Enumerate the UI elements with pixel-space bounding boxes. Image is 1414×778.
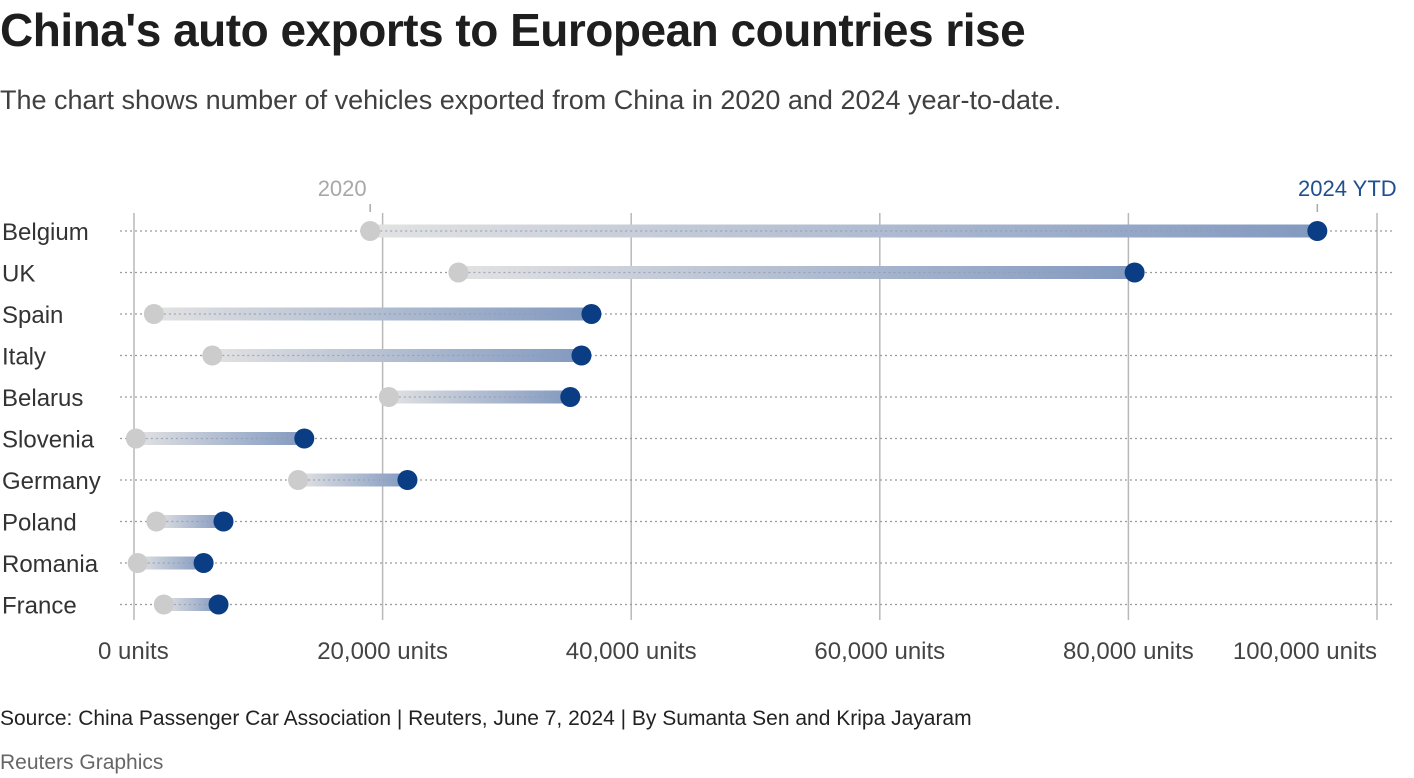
x-tick-label: 20,000 units [317,638,448,665]
dot-2024-ytd [560,387,581,407]
x-tick-label: 60,000 units [814,638,945,665]
range-bar [212,349,582,362]
dot-2020 [146,511,167,532]
vertical-gridlines [133,213,1378,620]
x-tick-label: 100,000 units [1233,638,1377,665]
source-note: Source: China Passenger Car Association … [0,707,972,730]
category-label: UK [2,261,35,288]
dumbbell-chart: Belgium UK Spain Italy Belarus Slovenia German… [2,176,1397,665]
category-label: Slovenia [2,427,95,454]
dot-2020 [378,387,399,407]
data-dots [125,221,1328,615]
range-bar [156,515,224,528]
dot-2020 [202,345,223,366]
dot-2020 [143,304,164,324]
chart-subtitle: The chart shows number of vehicles expor… [0,85,1062,115]
range-bar [153,307,592,321]
dot-2020 [125,428,146,449]
range-bar [458,266,1135,279]
dot-2024-ytd [1307,221,1328,241]
category-label: Belarus [2,385,83,412]
row-guide-lines [120,230,1392,606]
category-label: France [2,593,77,620]
category-labels: Belgium UK Spain Italy Belarus Slovenia German… [2,219,101,620]
x-tick-label: 80,000 units [1063,638,1194,665]
range-bars [135,224,1318,611]
range-bar [298,473,408,487]
x-axis-tick-labels: 0 units 20,000 units 40,000 units 60,000 un… [98,638,1377,665]
legend-label-2024-ytd: 2024 YTD [1298,176,1397,201]
range-bar [137,556,204,570]
chart-title: China's auto exports to European countri… [0,4,1026,56]
category-label: Italy [2,344,46,371]
dot-2024-ytd [208,594,229,615]
category-label: Spain [2,302,63,329]
x-tick-label: 40,000 units [566,638,697,665]
row-guide-lines-overlay [135,230,1318,606]
dot-2024-ytd [294,428,315,449]
range-bar [135,432,305,445]
category-label: Poland [2,510,77,537]
category-label: Romania [2,551,99,578]
dot-2020 [360,221,381,241]
range-bar [370,224,1318,238]
dot-2020 [288,470,309,490]
dot-2024-ytd [1124,262,1145,283]
dot-2024-ytd [581,304,602,324]
dot-2020 [448,262,469,283]
dot-2020 [153,594,174,615]
x-tick-label: 0 units [98,638,169,665]
dot-2024-ytd [193,553,214,573]
category-label: Belgium [2,219,89,246]
category-label: Germany [2,468,101,495]
credit-note: Reuters Graphics [0,751,164,774]
dot-2024-ytd [213,511,234,532]
dot-2024-ytd [571,345,592,366]
dot-2020 [127,553,148,573]
dot-2024-ytd [397,470,418,490]
legend-label-2020: 2020 [318,176,367,201]
range-bar [163,598,219,611]
legend: 2020 2024 YTD [318,176,1397,212]
